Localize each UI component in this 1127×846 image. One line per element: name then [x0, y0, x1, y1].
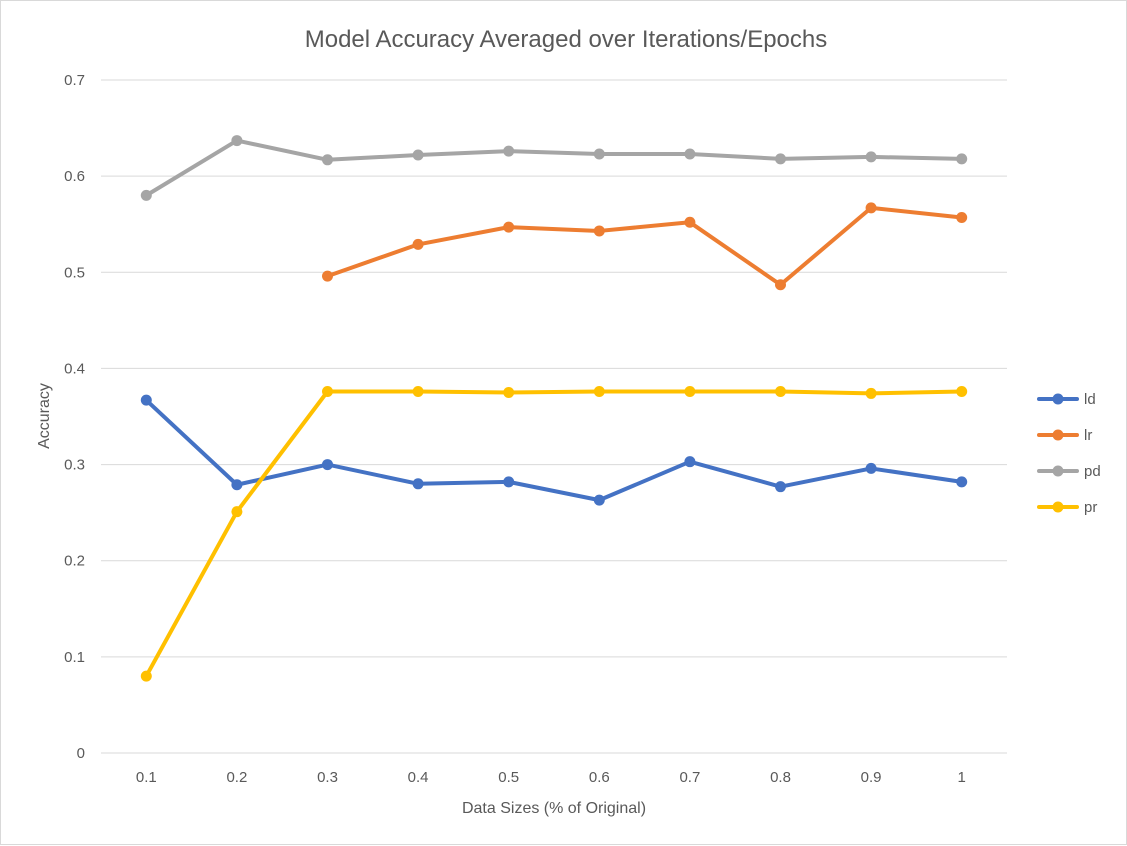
chart-title: Model Accuracy Averaged over Iterations/…: [305, 26, 828, 53]
y-tick-label: 0: [77, 745, 85, 762]
data-point-pd: [865, 151, 877, 163]
y-tick-label: 0.5: [64, 264, 85, 281]
legend-marker: [1052, 429, 1064, 441]
series-line-ld: [144, 398, 964, 503]
data-point-pr: [231, 506, 243, 518]
x-tick-label: 0.1: [136, 769, 157, 786]
x-tick-label: 0.9: [861, 769, 882, 786]
data-point-pr: [593, 386, 605, 398]
legend-label: ld: [1084, 391, 1096, 408]
y-tick-label: 0.4: [64, 360, 85, 377]
data-point-lr: [503, 221, 515, 233]
y-tick-label: 0.7: [64, 72, 85, 89]
legend: ld lr pd pr: [1037, 391, 1101, 516]
data-point-pr: [412, 386, 424, 398]
y-axis-ticks: 0 0.1 0.2 0.3 0.4 0.5 0.6 0.7: [64, 72, 85, 762]
data-point-pr: [322, 386, 333, 398]
data-point-pr: [503, 386, 515, 398]
data-point-lr: [775, 279, 786, 291]
x-tick-label: 0.6: [589, 769, 610, 786]
x-tick-label: 0.8: [770, 769, 791, 786]
x-tick-label: 0.4: [408, 769, 429, 786]
y-tick-label: 0.1: [64, 649, 85, 666]
legend-item-ld: ld: [1037, 391, 1096, 408]
data-point-pd: [956, 153, 968, 165]
x-tick-label: 1: [958, 769, 966, 786]
data-point-ld: [775, 481, 786, 493]
data-point-pd: [593, 148, 605, 160]
data-point-pr: [956, 386, 968, 398]
legend-marker: [1052, 465, 1064, 477]
data-point-ld: [231, 479, 243, 491]
legend-marker: [1052, 393, 1064, 405]
data-point-pr: [684, 386, 696, 398]
data-point-ld: [412, 478, 424, 490]
data-point-lr: [593, 225, 605, 237]
data-point-ld: [956, 476, 968, 488]
data-point-pd: [231, 135, 243, 147]
y-axis-label: Accuracy: [36, 383, 53, 449]
x-axis-label: Data Sizes (% of Original): [462, 800, 646, 817]
data-point-lr: [956, 211, 968, 223]
series-lr: [322, 202, 968, 291]
series-group: [140, 135, 968, 682]
x-tick-label: 0.5: [498, 769, 519, 786]
series-pr: [140, 386, 968, 682]
data-point-ld: [593, 494, 605, 506]
data-point-ld: [865, 462, 877, 474]
y-tick-label: 0.6: [64, 168, 85, 185]
data-point-ld: [684, 456, 696, 468]
data-point-ld: [503, 476, 515, 488]
x-axis-ticks: 0.1 0.2 0.3 0.4 0.5 0.6 0.7 0.8 0.9 1: [136, 769, 966, 786]
legend-label: pr: [1084, 499, 1097, 516]
legend-item-lr: lr: [1037, 427, 1092, 444]
legend-marker: [1052, 501, 1064, 513]
data-point-ld: [140, 394, 152, 406]
x-tick-label: 0.7: [679, 769, 700, 786]
data-point-pd: [322, 154, 333, 166]
data-point-lr: [684, 216, 696, 228]
data-point-lr: [322, 270, 333, 282]
series-ld: [140, 394, 968, 506]
legend-item-pd: pd: [1037, 463, 1101, 480]
data-point-ld: [322, 459, 333, 471]
data-point-pd: [775, 153, 786, 165]
y-tick-label: 0.3: [64, 457, 85, 474]
series-line-pr: [144, 389, 964, 679]
series-line-pd: [144, 138, 964, 198]
y-tick-label: 0.2: [64, 553, 85, 570]
data-point-lr: [412, 238, 424, 250]
legend-item-pr: pr: [1037, 499, 1097, 516]
x-tick-label: 0.3: [317, 769, 338, 786]
gridlines: [101, 79, 1007, 754]
data-point-lr: [865, 202, 877, 214]
data-point-pd: [412, 149, 424, 161]
data-point-pd: [684, 148, 696, 160]
data-point-pr: [775, 386, 786, 398]
legend-label: lr: [1084, 427, 1092, 444]
legend-label: pd: [1084, 463, 1101, 480]
data-point-pd: [140, 189, 152, 201]
series-line-lr: [325, 205, 964, 287]
data-point-pd: [503, 145, 515, 157]
x-tick-label: 0.2: [226, 769, 247, 786]
data-point-pr: [140, 670, 152, 682]
data-point-pr: [865, 387, 877, 399]
series-pd: [140, 135, 968, 201]
